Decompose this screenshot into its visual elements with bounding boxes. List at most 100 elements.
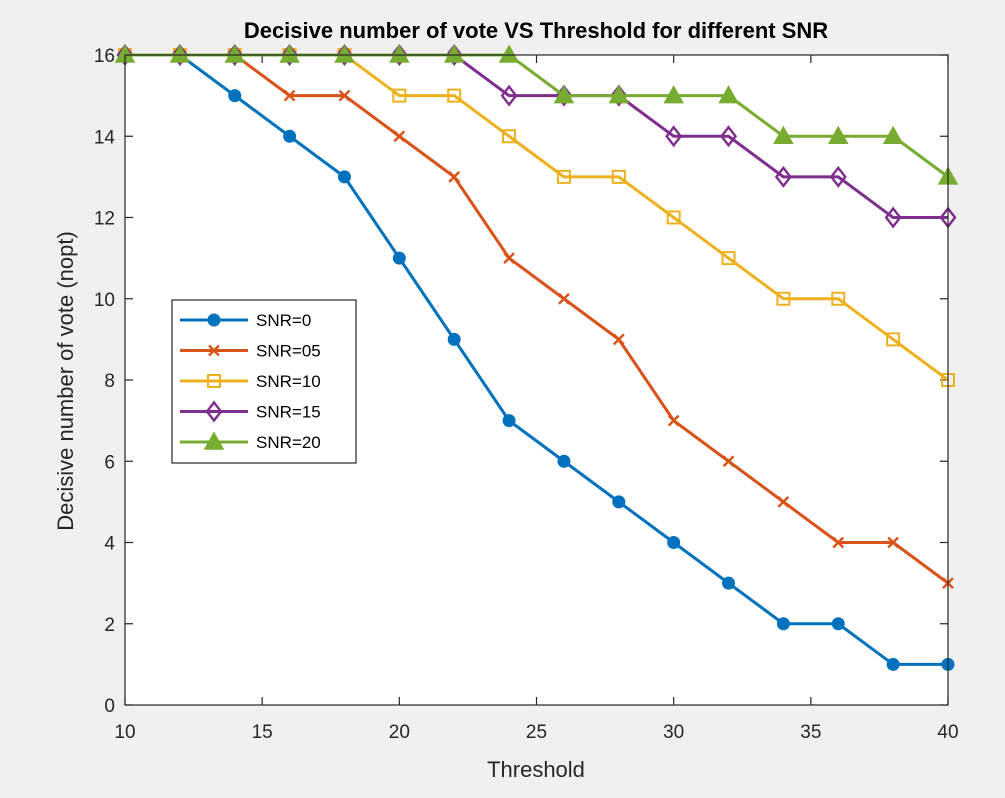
y-tick-label: 2 [104, 615, 115, 636]
legend-marker [208, 344, 220, 357]
x-axis-label: Threshold [487, 757, 585, 782]
data-point [667, 536, 681, 549]
legend-marker [207, 313, 221, 327]
legend-item: SNR=15 [180, 400, 321, 423]
data-point [556, 169, 571, 184]
data-point [829, 165, 847, 188]
data-point [832, 536, 845, 549]
legend-marker [203, 431, 225, 450]
data-point [448, 171, 461, 183]
data-point [610, 84, 628, 107]
data-point [720, 125, 738, 148]
data-point [886, 657, 900, 671]
data-point [445, 44, 463, 66]
data-point [667, 414, 680, 427]
x-tick-label: 20 [389, 722, 410, 743]
data-point [226, 44, 244, 66]
data-point [389, 44, 410, 63]
data-point [502, 414, 516, 428]
y-tick-label: 8 [104, 371, 115, 392]
data-point [777, 496, 790, 508]
data-point [612, 495, 626, 509]
series-line [125, 53, 948, 666]
legend: SNR=0 SNR=05 SNR=10 SNR=15 SNR=20 [171, 299, 357, 464]
data-point [665, 125, 683, 148]
data-point [773, 125, 794, 144]
data-point [169, 44, 191, 63]
data-point [443, 44, 465, 63]
data-point [392, 251, 406, 265]
data-point [774, 165, 792, 188]
series-layer [114, 44, 959, 671]
data-point [553, 85, 575, 104]
data-point [831, 617, 845, 631]
data-point [884, 206, 902, 229]
legend-label: SNR=10 [256, 372, 321, 391]
data-point [500, 84, 518, 107]
data-point [608, 85, 630, 104]
y-tick-label: 12 [94, 209, 115, 230]
data-point [502, 129, 517, 144]
data-point [337, 170, 351, 184]
y-tick-label: 16 [94, 46, 115, 67]
data-point [831, 291, 846, 306]
data-point [335, 44, 353, 66]
data-point [338, 89, 351, 102]
data-point [224, 44, 246, 63]
data-point [392, 88, 407, 103]
data-point [886, 332, 901, 347]
y-tick-label: 14 [94, 127, 116, 148]
data-point [283, 89, 296, 102]
legend-label: SNR=05 [256, 342, 321, 361]
data-point [171, 44, 189, 66]
data-point [663, 85, 684, 104]
data-point [498, 44, 520, 63]
data-point [827, 125, 849, 144]
legend-item: SNR=05 [180, 342, 321, 361]
series-line [125, 53, 949, 585]
legend-label: SNR=0 [256, 311, 311, 330]
plot-frame [124, 54, 949, 706]
x-tick-label: 40 [937, 722, 958, 743]
data-point [887, 536, 899, 549]
data-point [722, 576, 736, 590]
data-point [557, 454, 571, 468]
axis-ticks: 10 15 20 25 30 35 40 0 2 4 6 8 10 12 14 16 [94, 46, 959, 743]
y-tick-label: 6 [104, 452, 115, 473]
legend-label: SNR=15 [256, 403, 321, 422]
legend-label: SNR=20 [256, 433, 321, 452]
x-tick-label: 25 [526, 722, 547, 743]
data-point [776, 617, 790, 631]
data-point [281, 44, 299, 66]
data-point [447, 332, 461, 346]
y-tick-label: 0 [104, 696, 115, 717]
data-point [279, 44, 300, 63]
chart-title: Decisive number of vote VS Threshold for… [244, 18, 828, 43]
data-point [776, 291, 791, 306]
data-point [721, 251, 736, 266]
legend-marker [207, 374, 221, 388]
y-tick-label: 4 [104, 534, 115, 555]
data-point [447, 88, 462, 103]
x-tick-label: 30 [663, 722, 684, 743]
y-tick-label: 10 [94, 290, 115, 311]
data-point [612, 333, 625, 346]
data-point [718, 85, 739, 104]
data-point [558, 292, 570, 305]
legend-item: SNR=10 [180, 372, 321, 391]
data-point [503, 252, 515, 264]
data-point [228, 89, 242, 103]
data-point [666, 210, 681, 225]
legend-item: SNR=20 [180, 431, 321, 452]
x-tick-label: 35 [800, 722, 821, 743]
data-point [283, 129, 297, 143]
legend-item: SNR=0 [180, 311, 311, 330]
data-point [390, 44, 408, 66]
data-point [722, 455, 735, 468]
y-axis-label: Decisive number of vote (nopt) [53, 231, 78, 531]
data-point [334, 44, 355, 63]
data-point [882, 125, 904, 144]
data-point [393, 130, 406, 143]
